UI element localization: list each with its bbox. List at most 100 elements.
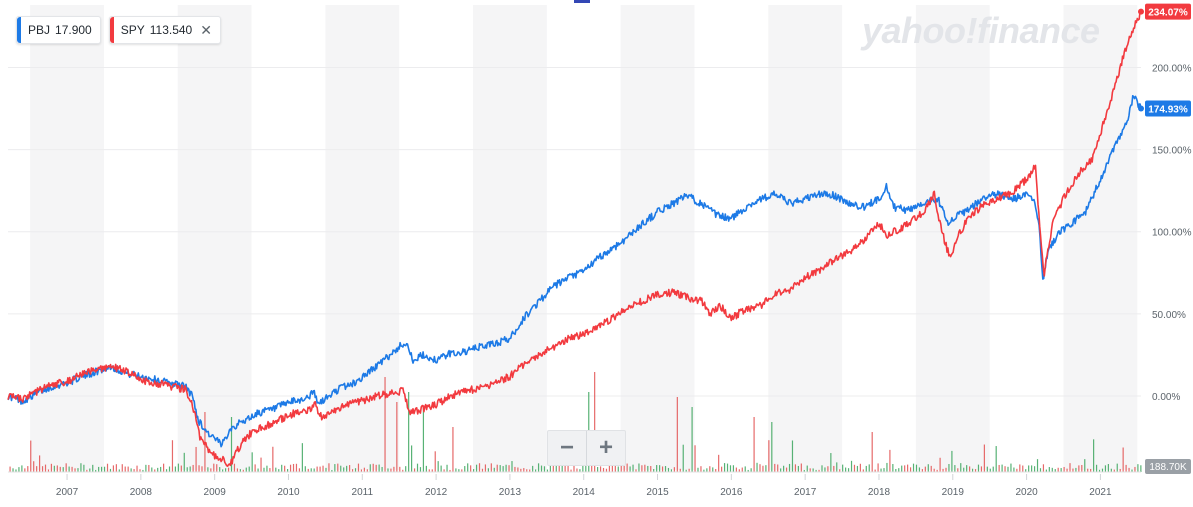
- volume-bar: [399, 466, 401, 472]
- volume-bar: [393, 466, 395, 472]
- volume-bar: [481, 468, 484, 472]
- year-band: [30, 5, 104, 470]
- volume-bar: [685, 469, 687, 472]
- volume-bar: [316, 466, 318, 472]
- volume-bar: [89, 468, 91, 472]
- volume-bar: [788, 463, 791, 472]
- volume-bar: [83, 464, 85, 472]
- volume-bar: [960, 463, 962, 472]
- volume-bar: [836, 462, 838, 472]
- series-line-spy[interactable]: [7, 9, 1142, 468]
- volume-bar: [546, 469, 549, 472]
- volume-bar: [971, 468, 974, 472]
- volume-bar: [15, 469, 17, 472]
- volume-bar: [65, 463, 67, 472]
- volume-bar: [892, 464, 894, 472]
- volume-bar: [68, 466, 70, 472]
- volume-bar: [478, 463, 481, 472]
- volume-bar: [673, 467, 675, 472]
- volume-bar: [186, 467, 188, 472]
- volume-bar: [490, 463, 492, 472]
- volume-bar: [821, 465, 823, 472]
- volume-bar: [951, 450, 953, 472]
- volume-bar: [254, 464, 256, 472]
- volume-bar: [561, 463, 563, 472]
- volume-bar: [278, 469, 280, 472]
- zoom-out-button[interactable]: −: [559, 434, 574, 461]
- volume-bar: [77, 468, 79, 472]
- x-tick-label: 2008: [130, 487, 153, 498]
- volume-bar: [325, 467, 327, 472]
- volume-bar: [785, 467, 788, 472]
- volume-bar: [411, 445, 413, 472]
- volume-bar: [800, 463, 802, 472]
- volume-bar: [260, 457, 262, 472]
- volume-bar: [236, 468, 239, 472]
- volume-bar: [585, 465, 587, 472]
- volume-bar: [50, 463, 53, 472]
- legend-item-pbj[interactable]: PBJ 17.900: [16, 16, 101, 44]
- volume-bar: [1098, 469, 1101, 472]
- volume-bar: [839, 469, 841, 472]
- volume-bar: [558, 463, 560, 472]
- volume-bar: [195, 446, 197, 472]
- value-flag-spy: [1145, 3, 1191, 20]
- volume-bar: [502, 466, 504, 472]
- volume-bar: [372, 463, 374, 472]
- volume-bar: [328, 463, 330, 472]
- volume-bar: [287, 469, 289, 472]
- volume-bar: [597, 466, 599, 472]
- volume-bar: [1075, 467, 1077, 472]
- volume-bar: [842, 464, 844, 472]
- volume-bar: [168, 466, 171, 472]
- series-line-pbj[interactable]: [7, 95, 1142, 448]
- legend-item-spy[interactable]: SPY 113.540 ✕: [108, 16, 221, 44]
- volume-bar: [449, 469, 451, 472]
- volume-bar: [532, 465, 534, 472]
- volume-bar: [608, 465, 611, 472]
- volume-bar: [859, 463, 861, 472]
- volume-bar: [349, 465, 351, 472]
- volume-bar: [1033, 466, 1036, 472]
- volume-bar: [803, 469, 805, 472]
- volume-bar: [9, 466, 11, 472]
- volume-bar: [1122, 447, 1124, 472]
- volume-bar: [1104, 465, 1107, 472]
- volume-bar: [508, 465, 510, 472]
- volume-bar: [207, 467, 209, 472]
- volume-bar: [862, 469, 864, 472]
- volume-bar: [124, 466, 126, 472]
- volume-bar: [127, 466, 129, 472]
- volume-bar: [21, 465, 23, 472]
- volume-bar: [475, 464, 478, 472]
- volume-bar: [765, 465, 767, 472]
- volume-bar: [1019, 464, 1021, 472]
- volume-bar: [1013, 467, 1015, 472]
- volume-bar: [275, 467, 277, 472]
- volume-bar: [564, 463, 566, 472]
- volume-bar: [390, 468, 392, 472]
- volume-bar: [653, 469, 655, 472]
- volume-bar: [741, 467, 743, 472]
- volume-bar: [549, 465, 551, 472]
- volume-bar: [850, 460, 853, 472]
- volume-bar: [239, 469, 241, 472]
- volume-bar: [1081, 464, 1083, 472]
- range-marker[interactable]: [574, 0, 590, 3]
- volume-bar: [656, 465, 658, 472]
- x-tick-label: 2011: [352, 487, 374, 498]
- volume-bar: [30, 440, 32, 472]
- volume-bar: [313, 468, 315, 472]
- volume-bar: [573, 465, 575, 472]
- volume-bar: [1093, 439, 1095, 472]
- volume-bar: [425, 465, 427, 472]
- volume-bar: [992, 466, 994, 472]
- volume-bar: [118, 469, 120, 472]
- zoom-in-button[interactable]: +: [586, 431, 625, 465]
- close-icon[interactable]: ✕: [200, 21, 212, 38]
- volume-bar: [638, 463, 640, 472]
- volume-bar: [440, 465, 442, 472]
- volume-bar: [868, 464, 870, 472]
